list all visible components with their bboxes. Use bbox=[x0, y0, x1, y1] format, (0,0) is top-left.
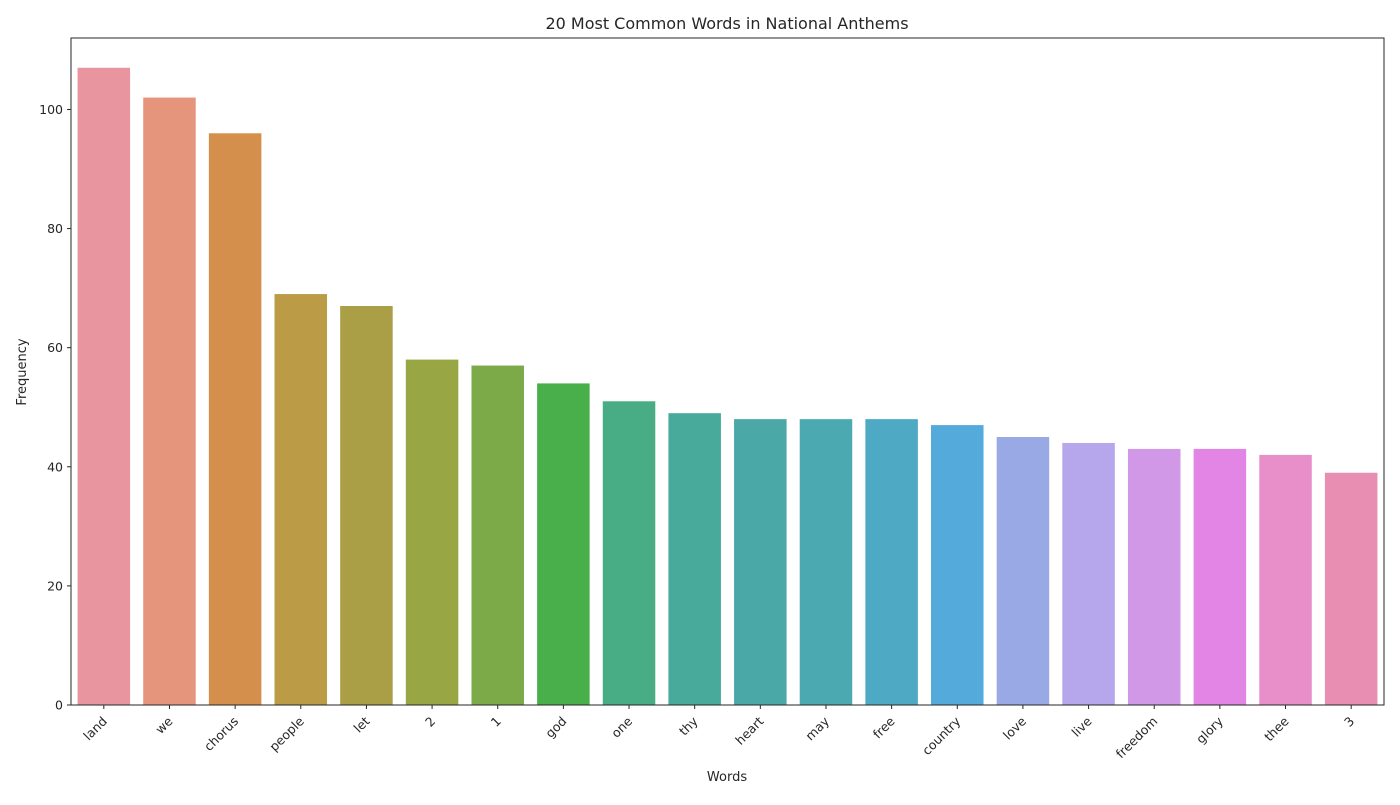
y-tick-label: 20 bbox=[47, 578, 63, 593]
y-tick-label: 80 bbox=[47, 221, 63, 236]
bar-god bbox=[537, 383, 590, 705]
bar-chorus bbox=[208, 133, 262, 706]
x-tick-label: one bbox=[608, 713, 635, 740]
x-tick-label: chorus bbox=[201, 714, 241, 754]
bar-one bbox=[602, 401, 656, 705]
bars-layer bbox=[77, 67, 1378, 706]
bar-live bbox=[1062, 442, 1115, 705]
y-axis-label: Frequency bbox=[15, 338, 30, 405]
bar-heart bbox=[734, 419, 787, 705]
y-tick-label: 100 bbox=[39, 102, 63, 117]
bar-country bbox=[931, 425, 984, 705]
y-tick-label: 60 bbox=[47, 340, 63, 355]
chart-title: 20 Most Common Words in National Anthems bbox=[545, 14, 908, 33]
x-tick-label: 3 bbox=[1341, 714, 1357, 730]
x-axis-label: Words bbox=[707, 770, 747, 785]
x-tick-label: freedom bbox=[1113, 714, 1161, 762]
bar-may bbox=[799, 419, 853, 705]
bar-thee bbox=[1259, 454, 1312, 705]
x-tick-label: we bbox=[152, 713, 175, 736]
x-tick-label: 1 bbox=[488, 714, 504, 730]
x-tick-label: let bbox=[351, 713, 373, 735]
bar-we bbox=[143, 97, 196, 705]
x-tick-label: land bbox=[80, 714, 110, 744]
x-tick-label: glory bbox=[1193, 713, 1226, 746]
bar-thy bbox=[668, 413, 721, 705]
bar-3 bbox=[1324, 472, 1378, 705]
bar-let bbox=[340, 305, 393, 705]
x-tick-label: thee bbox=[1261, 713, 1292, 744]
bar-2 bbox=[405, 359, 459, 705]
bar-glory bbox=[1193, 448, 1247, 705]
bar-land bbox=[77, 67, 131, 705]
plot-frame bbox=[70, 37, 1385, 706]
x-tick-label: free bbox=[870, 713, 898, 741]
x-tick-label: heart bbox=[732, 713, 766, 747]
bar-free bbox=[865, 419, 918, 705]
x-tick-label: people bbox=[266, 713, 307, 754]
y-tick-label: 40 bbox=[47, 459, 63, 474]
x-tick-label: country bbox=[919, 713, 964, 758]
y-tick-label: 0 bbox=[55, 698, 63, 713]
bar-love bbox=[996, 437, 1050, 705]
x-tick-label: 2 bbox=[422, 714, 438, 730]
x-tick-label: love bbox=[1000, 713, 1029, 742]
y-axis: 0 20 40 60 80 100 bbox=[39, 102, 71, 713]
x-tick-label: may bbox=[802, 713, 832, 743]
x-axis: land we chorus people let 2 1 god one thy heart may… bbox=[80, 705, 1357, 761]
x-tick-label: live bbox=[1069, 713, 1095, 739]
bar-people bbox=[274, 294, 328, 705]
bar-freedom bbox=[1127, 448, 1181, 705]
bar-1 bbox=[471, 365, 524, 705]
x-tick-label: god bbox=[542, 714, 569, 741]
x-tick-label: thy bbox=[676, 713, 701, 738]
